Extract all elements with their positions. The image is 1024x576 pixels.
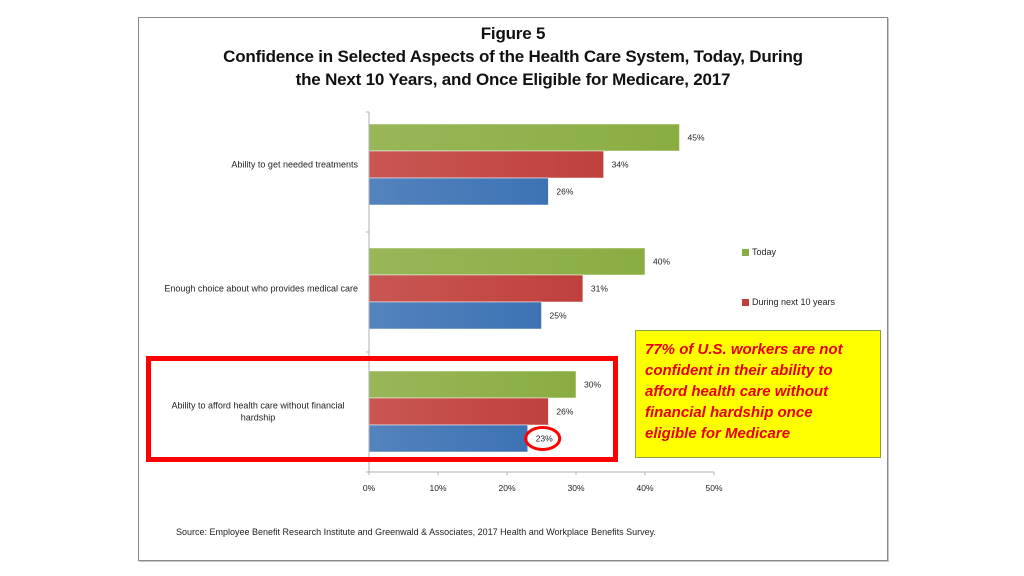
bar-once-eligible-for-medicare <box>368 301 542 330</box>
highlight-box <box>146 356 618 462</box>
callout-line: financial hardship once <box>645 404 813 421</box>
legend-item-during-next-10-years: During next 10 years <box>742 297 835 307</box>
source-note: Source: Employee Benefit Research Instit… <box>176 527 656 537</box>
legend-label: Today <box>752 247 777 257</box>
data-label: 26% <box>556 187 573 197</box>
category-label: hardship <box>241 413 276 423</box>
title-line: Confidence in Selected Aspects of the He… <box>223 47 803 66</box>
callout-line: eligible for Medicare <box>645 425 791 442</box>
data-label: 45% <box>688 133 705 143</box>
bar-today <box>368 247 646 276</box>
title-line: Figure 5 <box>480 24 546 43</box>
highlight-circle <box>524 426 562 451</box>
data-label: 31% <box>591 284 608 294</box>
bar-once-eligible-for-medicare <box>368 177 549 206</box>
legend-item-today: Today <box>742 247 776 257</box>
data-label: 26% <box>556 407 573 417</box>
callout-line: 77% of U.S. workers are not <box>645 341 843 358</box>
category-label: Ability to afford health care without fi… <box>172 401 345 411</box>
bar-during-next-10-years <box>368 397 549 426</box>
data-label: 40% <box>653 257 670 267</box>
x-tick-label: 40% <box>636 483 653 493</box>
chart-title: Figure 5 Confidence in Selected Aspects … <box>138 22 888 91</box>
bar-today <box>368 123 680 152</box>
legend-swatch-today <box>742 248 749 256</box>
x-tick-label: 10% <box>429 483 446 493</box>
category-label: Ability to get needed treatments <box>231 160 358 170</box>
title-line: the Next 10 Years, and Once Eligible for… <box>295 70 731 89</box>
data-label: 23% <box>536 434 553 444</box>
legend-label: During next 10 years <box>752 297 836 307</box>
bar-during-next-10-years <box>368 274 584 303</box>
x-tick-label: 50% <box>705 483 722 493</box>
x-tick-label: 30% <box>567 483 584 493</box>
callout-line: afford health care without <box>645 383 829 400</box>
callout-box: 77% of U.S. workers are not confident in… <box>635 330 881 458</box>
x-tick-label: 20% <box>498 483 515 493</box>
data-label: 30% <box>584 380 601 390</box>
legend-swatch-during-next-10-years <box>742 298 749 306</box>
callout-line: confident in their ability to <box>645 362 833 379</box>
x-tick-label: 0% <box>363 483 376 493</box>
data-label: 34% <box>612 160 629 170</box>
bar-during-next-10-years <box>368 150 604 179</box>
category-label: Enough choice about who provides medical… <box>164 284 358 294</box>
data-label: 25% <box>550 311 567 321</box>
